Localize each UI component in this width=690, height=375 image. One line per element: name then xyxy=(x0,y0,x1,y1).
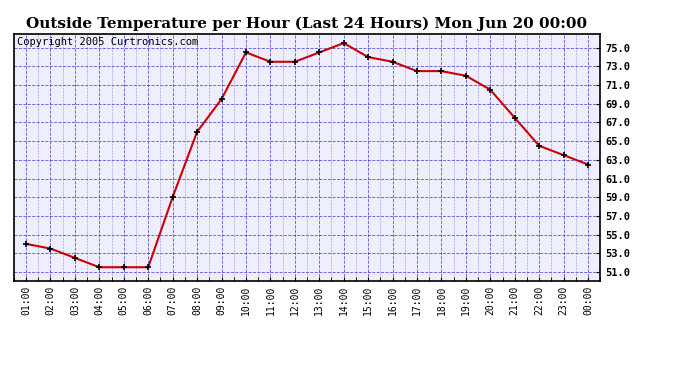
Text: Copyright 2005 Curtronics.com: Copyright 2005 Curtronics.com xyxy=(17,38,198,48)
Title: Outside Temperature per Hour (Last 24 Hours) Mon Jun 20 00:00: Outside Temperature per Hour (Last 24 Ho… xyxy=(26,17,588,31)
